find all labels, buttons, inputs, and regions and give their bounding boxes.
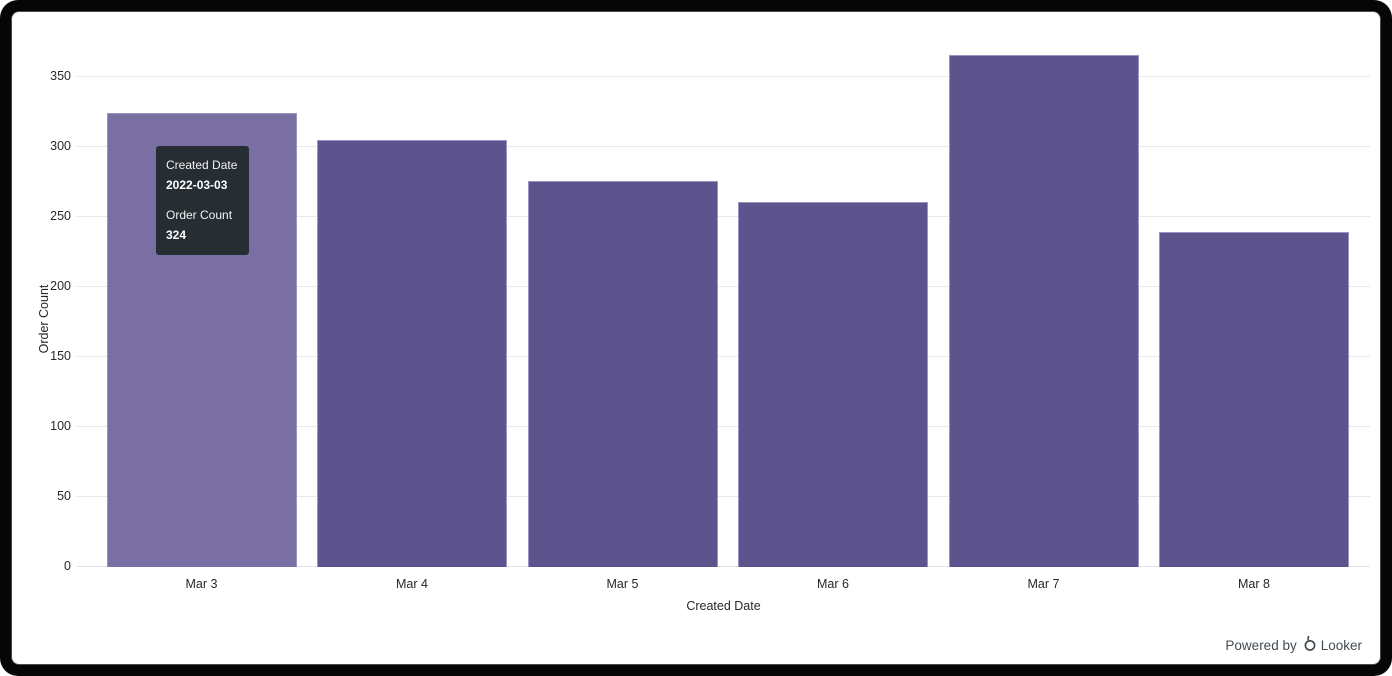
tooltip-dimension-value: 2022-03-03 — [166, 178, 228, 192]
gridline-50 — [77, 496, 1370, 497]
tooltip: Created Date 2022-03-03 Order Count 324 — [156, 146, 249, 255]
powered-by-looker-link[interactable]: Powered by Looker — [1225, 635, 1362, 655]
x-tick-label-mar-4: Mar 4 — [396, 577, 428, 591]
y-axis-ticks: 0 50 100 150 200 250 300 350 — [12, 12, 71, 573]
x-tick-label-mar-3: Mar 3 — [185, 577, 218, 591]
gridline-0 — [77, 566, 1370, 567]
bar-mar-8[interactable] — [1159, 232, 1349, 567]
gridline-350 — [77, 76, 1370, 77]
x-tick-label-mar-6: Mar 6 — [817, 577, 849, 591]
powered-by-text: Powered by — [1225, 637, 1297, 653]
x-tick-label-mar-7: Mar 7 — [1027, 577, 1060, 591]
x-axis-title: Created Date — [686, 599, 761, 613]
y-tick-label-50: 50 — [57, 489, 71, 503]
looker-logo-icon — [1303, 635, 1317, 655]
tooltip-measure-label: Order Count — [166, 208, 233, 222]
y-tick-label-350: 350 — [50, 69, 71, 83]
gridline-300 — [77, 146, 1370, 147]
y-tick-label-300: 300 — [50, 139, 71, 153]
chart-panel: Order Count 0 50 100 150 200 250 300 350 Create… — [12, 12, 1380, 664]
x-tick-label-mar-5: Mar 5 — [606, 577, 639, 591]
gridline-150 — [77, 356, 1370, 357]
tooltip-dimension-label: Created Date — [166, 158, 238, 172]
bar-mar-7[interactable] — [948, 54, 1139, 567]
y-tick-label-250: 250 — [50, 209, 71, 223]
bar-mar-6[interactable] — [738, 201, 928, 567]
gridline-100 — [77, 426, 1370, 427]
y-tick-label-0: 0 — [64, 559, 71, 573]
y-tick-label-100: 100 — [50, 419, 71, 433]
tooltip-measure-value: 324 — [166, 228, 187, 242]
gridline-250 — [77, 216, 1370, 217]
bar-mar-4[interactable] — [317, 140, 507, 567]
looker-brand-text: Looker — [1320, 637, 1362, 653]
y-tick-label-150: 150 — [50, 349, 71, 363]
plot-area — [77, 12, 1370, 567]
y-tick-label-200: 200 — [50, 279, 71, 293]
x-tick-label-mar-8: Mar 8 — [1238, 577, 1270, 591]
gridline-200 — [77, 286, 1370, 287]
bar-mar-5[interactable] — [527, 180, 718, 567]
